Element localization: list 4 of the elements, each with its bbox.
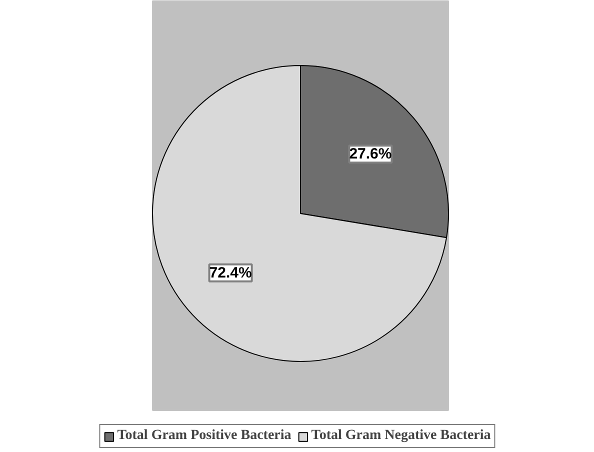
data-label: 27.6% [349,146,392,163]
legend-label: Total Gram Negative Bacteria [311,428,491,444]
data-label: 72.4% [209,264,252,282]
legend-label: Total Gram Positive Bacteria [117,428,292,444]
